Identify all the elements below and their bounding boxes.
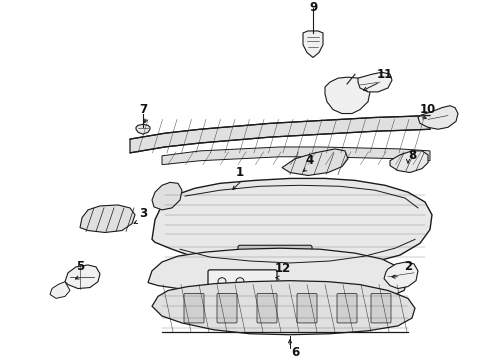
Polygon shape	[130, 116, 430, 153]
Polygon shape	[384, 262, 418, 288]
Polygon shape	[152, 179, 432, 271]
Polygon shape	[152, 281, 415, 335]
Polygon shape	[50, 282, 70, 298]
FancyBboxPatch shape	[238, 245, 312, 267]
Text: 2: 2	[404, 260, 412, 273]
FancyBboxPatch shape	[297, 293, 317, 323]
Polygon shape	[418, 106, 458, 129]
Polygon shape	[148, 248, 408, 302]
Text: 6: 6	[291, 346, 299, 359]
Polygon shape	[80, 205, 135, 233]
Text: 1: 1	[236, 166, 244, 179]
Text: 4: 4	[306, 154, 314, 167]
FancyBboxPatch shape	[257, 293, 277, 323]
Polygon shape	[358, 72, 392, 92]
FancyBboxPatch shape	[337, 293, 357, 323]
Polygon shape	[325, 77, 370, 113]
Text: 5: 5	[76, 260, 84, 273]
Polygon shape	[162, 147, 430, 165]
Text: 10: 10	[420, 103, 436, 116]
Polygon shape	[390, 151, 428, 172]
Text: 11: 11	[377, 68, 393, 81]
Text: 9: 9	[309, 1, 317, 14]
Polygon shape	[303, 31, 323, 58]
FancyBboxPatch shape	[371, 293, 391, 323]
Polygon shape	[152, 183, 182, 210]
Polygon shape	[282, 149, 348, 175]
Text: 12: 12	[275, 262, 291, 275]
Text: 8: 8	[408, 149, 416, 162]
Polygon shape	[65, 265, 100, 288]
FancyBboxPatch shape	[184, 293, 204, 323]
Text: 7: 7	[139, 103, 147, 116]
Text: 3: 3	[139, 207, 147, 220]
FancyBboxPatch shape	[208, 270, 277, 293]
FancyBboxPatch shape	[217, 293, 237, 323]
Polygon shape	[136, 124, 150, 134]
